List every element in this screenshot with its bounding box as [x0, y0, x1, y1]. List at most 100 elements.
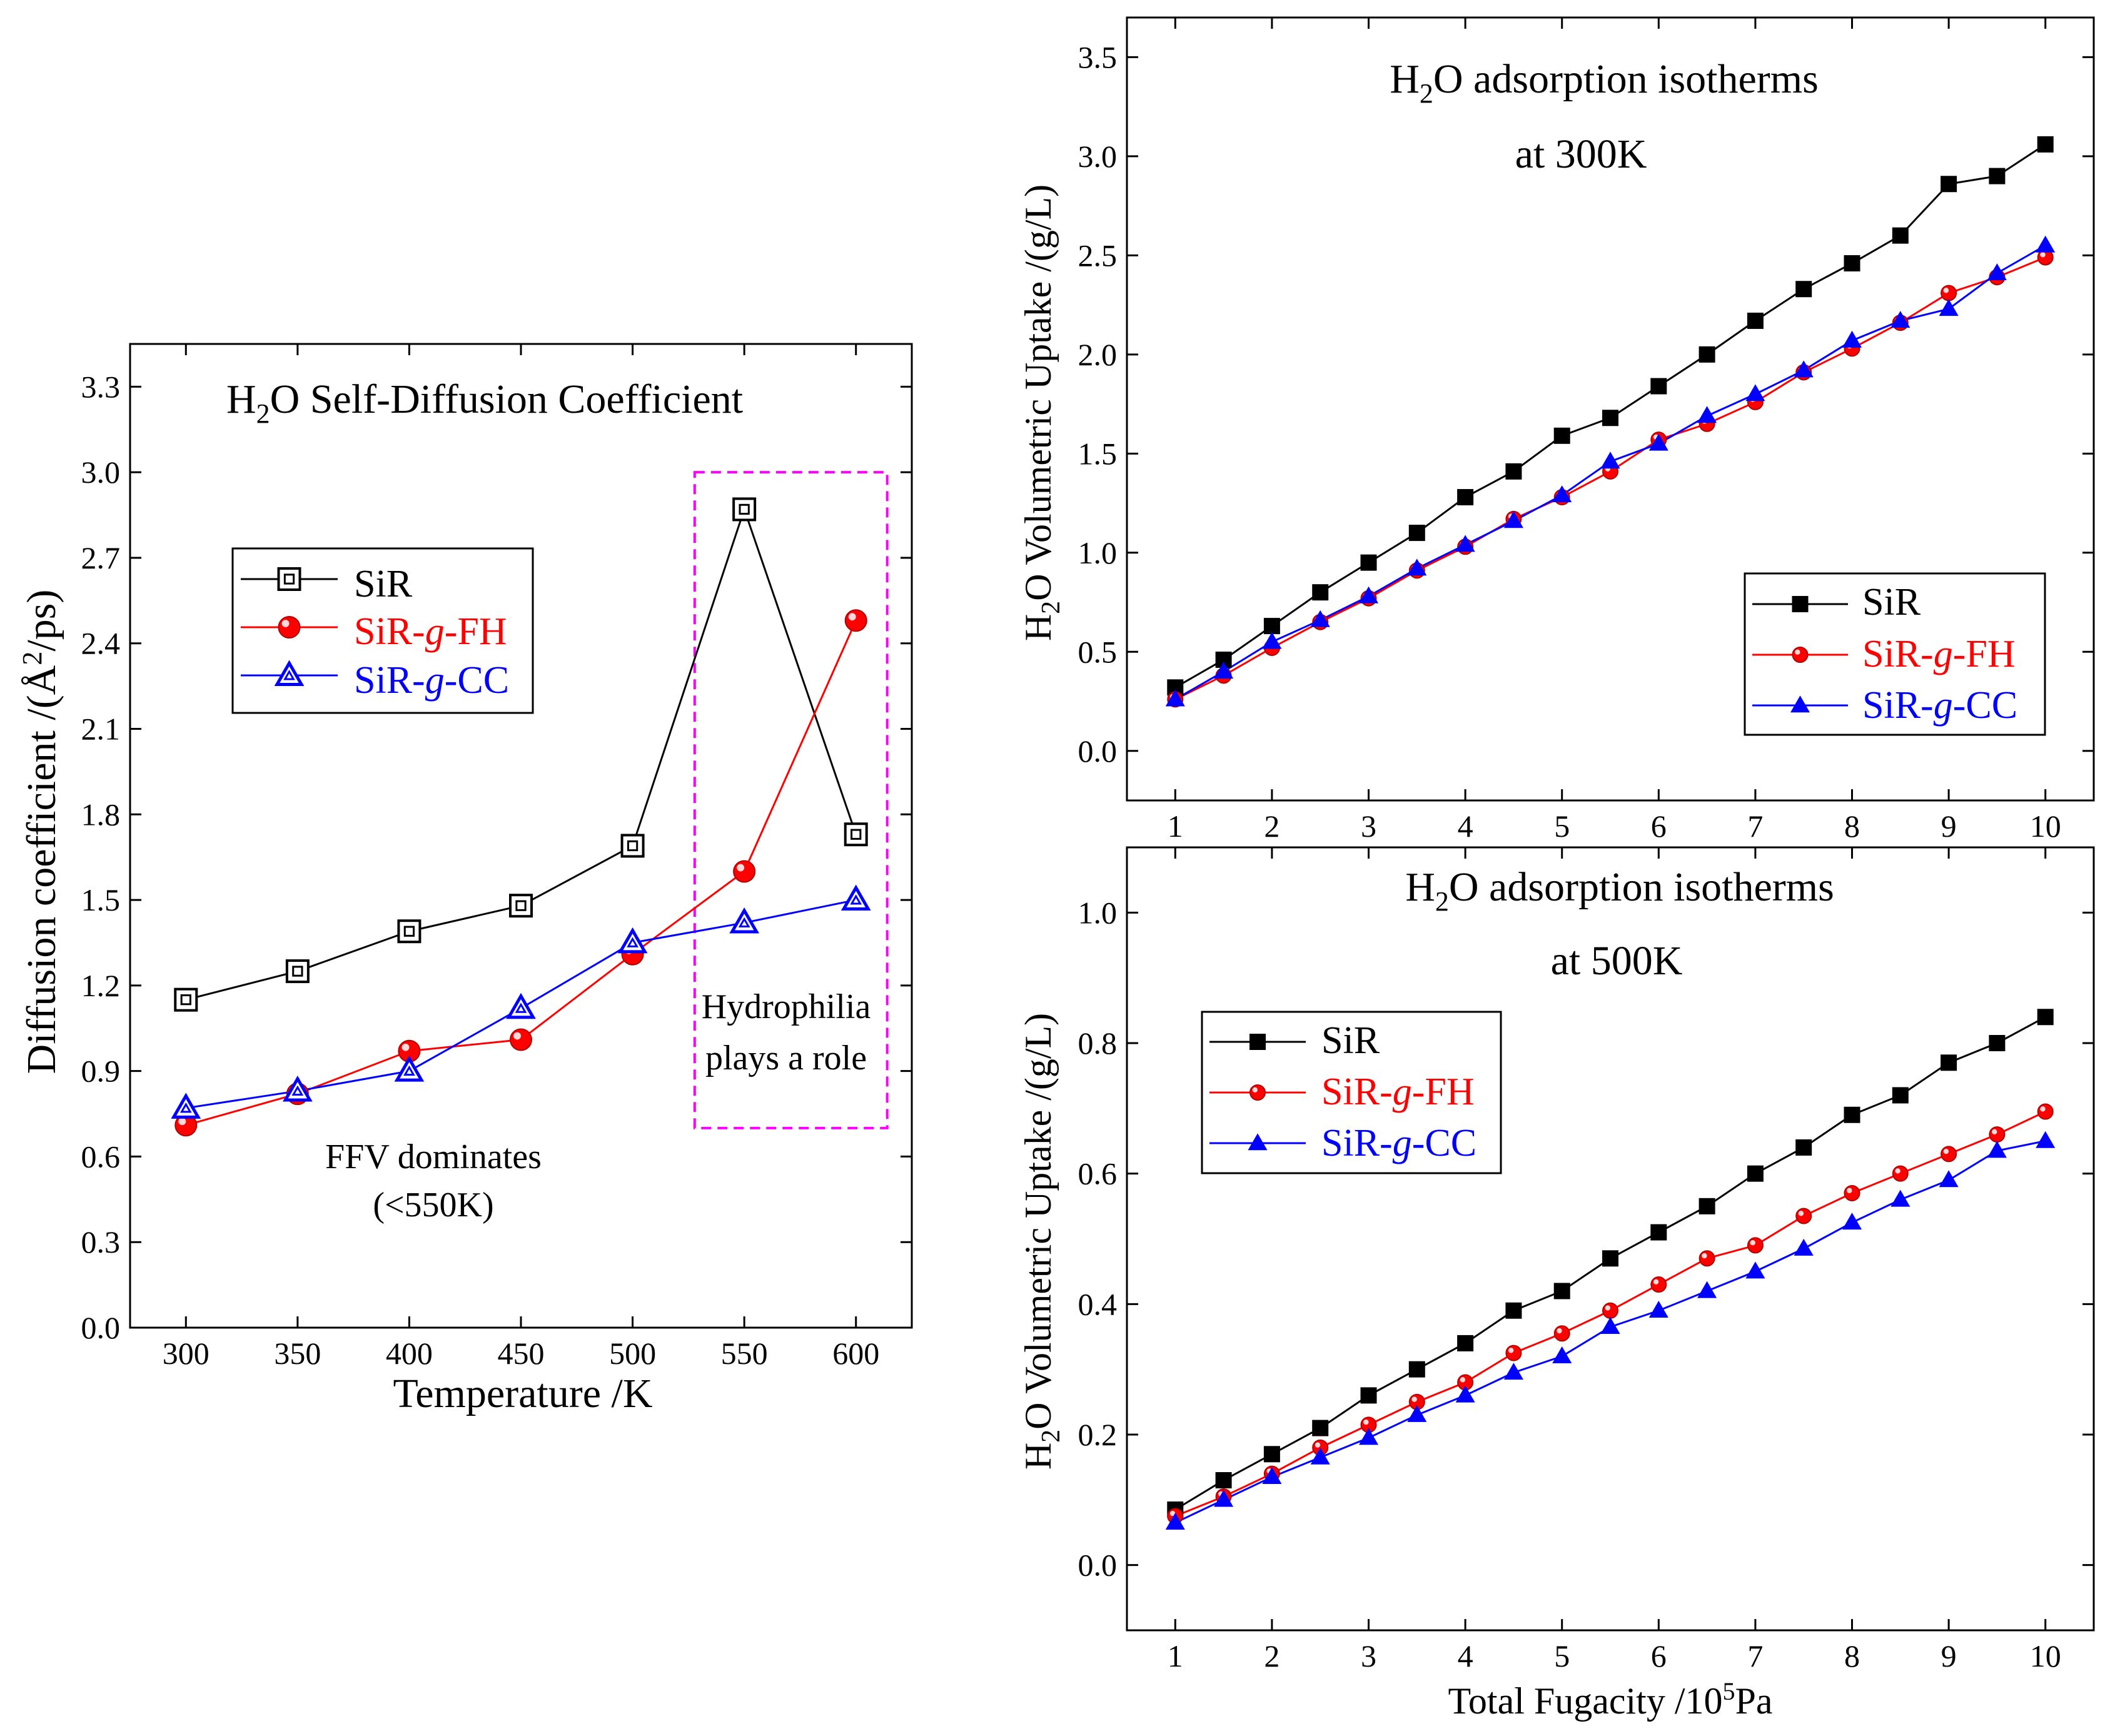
data-point-sir-g-cc: [1214, 662, 1234, 679]
legend-marker-sir: [1792, 596, 1809, 612]
data-point-sir-g-fh: [1650, 1276, 1667, 1293]
x-tick-label: 3: [1361, 1638, 1376, 1673]
data-point-sir-g-cc: [617, 927, 648, 954]
y-tick-label: 1.5: [1078, 436, 1118, 471]
data-point-sir: [1457, 1335, 1474, 1351]
data-point-sir-g-fh: [1360, 1416, 1377, 1433]
data-point-sir: [732, 497, 757, 522]
x-tick-label: 2: [1264, 809, 1280, 844]
diffusion-legend-fh: SiR-g-FH: [354, 610, 507, 653]
y-tick-label: 0.5: [1078, 634, 1118, 669]
data-point-sir: [2037, 1009, 2054, 1026]
iso300-ticks: 0.0 0.5 1.0 1.5 2.0 2.5 3.0 3.5 1 2 3 4 5 6 7 8 9 10: [1078, 18, 2094, 844]
legend-marker-sir: [1249, 1034, 1266, 1050]
data-point-sir-g-fh: [398, 1039, 421, 1062]
x-tick-label: 2: [1264, 1638, 1280, 1673]
iso500-plot-frame: [1126, 846, 2095, 1632]
y-tick-label: 0.2: [1078, 1417, 1118, 1452]
iso500-ticks: 0.0 0.2 0.4 0.6 0.8 1.0 1 2 3 4 5 6 7 8 9 10: [1078, 847, 2094, 1673]
data-point-sir-g-cc: [1842, 1213, 1862, 1230]
data-point-sir: [1312, 1420, 1329, 1436]
x-tick-label: 450: [498, 1336, 545, 1371]
x-tick-label: 8: [1844, 809, 1860, 844]
data-point-sir-g-cc: [1794, 1238, 1814, 1256]
data-point-sir: [1553, 427, 1570, 444]
data-point-sir-g-fh: [2037, 1103, 2054, 1120]
data-point-sir-g-cc: [2036, 1131, 2056, 1148]
legend-marker-sir-g-fh: [1792, 647, 1809, 663]
data-point-sir-g-cc: [1455, 535, 1475, 552]
y-tick-label: 0.6: [1078, 1156, 1118, 1191]
data-point-sir: [174, 987, 198, 1012]
data-point-sir-g-cc: [1552, 485, 1572, 503]
iso300-legend-items: [1752, 596, 1848, 713]
data-point-sir: [397, 919, 421, 944]
legend-marker-sir: [277, 567, 301, 591]
x-tick-label: 9: [1941, 809, 1957, 844]
x-tick-label: 9: [1941, 1638, 1957, 1673]
data-point-sir: [1699, 346, 1715, 363]
data-point-sir: [1795, 281, 1812, 298]
data-point-sir-g-cc: [1358, 586, 1379, 603]
x-tick-label: 6: [1651, 809, 1667, 844]
data-point-sir-g-fh: [1457, 1374, 1474, 1391]
y-tick-label: 1.5: [81, 882, 121, 917]
data-point-sir-g-cc: [282, 1076, 313, 1102]
x-tick-label: 5: [1554, 809, 1570, 844]
iso500-y-axis-label: H2O Volumetric Uptake /(g/L): [1017, 1013, 1066, 1470]
data-point-sir-g-fh: [1989, 1126, 2006, 1143]
data-point-sir: [620, 834, 645, 858]
iso300-series-markers: [1165, 136, 2056, 708]
data-point-sir: [1989, 1035, 2006, 1051]
data-point-sir: [1360, 1387, 1377, 1404]
iso300-title-line2: at 300K: [1515, 131, 1647, 177]
y-tick-label: 1.2: [81, 968, 121, 1003]
data-point-sir: [1795, 1139, 1812, 1156]
data-point-sir: [1941, 1054, 1957, 1071]
data-point-sir: [509, 894, 533, 918]
x-tick-label: 400: [386, 1336, 433, 1371]
data-point-sir-g-cc: [1600, 1317, 1620, 1335]
diffusion-legend-cc: SiR-g-CC: [354, 659, 509, 702]
hydrophilia-note-line2: plays a role: [705, 1039, 867, 1077]
data-point-sir: [1408, 525, 1425, 542]
data-point-sir-g-fh: [1553, 1325, 1570, 1342]
hydrophilia-note-line1: Hydrophilia: [702, 987, 871, 1026]
y-tick-label: 3.0: [81, 455, 121, 490]
y-tick-label: 2.4: [81, 626, 121, 661]
x-tick-label: 350: [274, 1336, 321, 1371]
diffusion-legend-sir: SiR: [354, 563, 413, 605]
diffusion-x-axis-label: Temperature /K: [393, 1371, 652, 1416]
data-point-sir-g-cc: [1407, 558, 1427, 576]
data-point-sir-g-cc: [1358, 1428, 1379, 1445]
x-tick-label: 4: [1458, 1638, 1473, 1673]
data-point-sir-g-cc: [506, 992, 536, 1019]
data-point-sir: [1941, 176, 1957, 193]
data-point-sir-g-cc: [1262, 632, 1282, 649]
data-point-sir-g-cc: [1552, 1346, 1572, 1363]
data-point-sir-g-cc: [729, 907, 760, 934]
iso500-legend-cc: SiR-g-CC: [1321, 1122, 1476, 1164]
iso500-title-line1: H2O adsorption isotherms: [1405, 864, 1834, 917]
data-point-sir: [844, 822, 868, 847]
data-point-sir-g-cc: [394, 1056, 425, 1082]
data-point-sir-g-cc: [1939, 1170, 1959, 1188]
data-point-sir: [1844, 255, 1860, 272]
data-point-sir-g-fh: [844, 609, 867, 632]
data-point-sir-g-cc: [1165, 689, 1185, 707]
data-point-sir-g-cc: [1939, 299, 1959, 316]
data-point-sir-g-fh: [1699, 1250, 1715, 1267]
data-point-sir-g-cc: [1310, 610, 1330, 627]
x-tick-label: 10: [2030, 809, 2061, 844]
y-tick-label: 1.0: [1078, 895, 1118, 930]
data-point-sir-g-cc: [1842, 330, 1862, 348]
x-tick-label: 550: [721, 1336, 768, 1371]
data-point-sir: [2037, 136, 2054, 153]
y-tick-label: 3.5: [1078, 39, 1118, 74]
iso300-legend-fh: SiR-g-FH: [1862, 633, 2016, 675]
x-tick-label: 5: [1554, 1638, 1570, 1673]
y-tick-label: 0.8: [1078, 1026, 1118, 1061]
data-point-sir: [1747, 312, 1764, 329]
y-tick-label: 0.3: [81, 1224, 121, 1259]
iso500-x-axis-label: Total Fugacity /105Pa: [1448, 1677, 1772, 1722]
